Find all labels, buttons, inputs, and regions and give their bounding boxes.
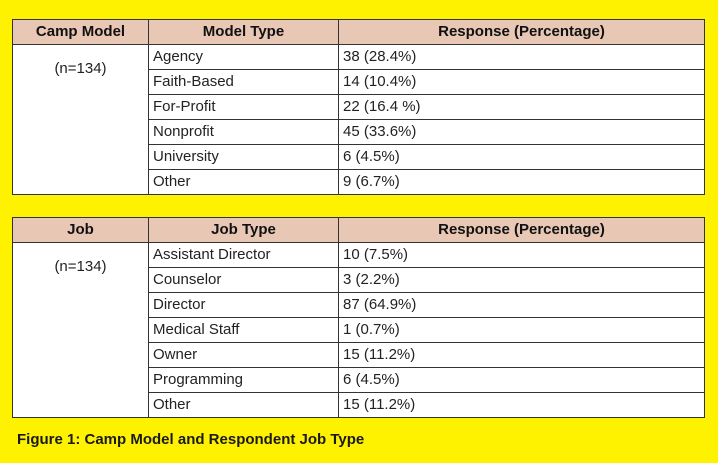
type-cell: University — [148, 144, 339, 170]
type-cell: Director — [148, 292, 339, 318]
table-row: University 6 (4.5%) — [13, 144, 705, 170]
response-cell: 38 (28.4%) — [338, 44, 705, 70]
table-row: Director 87 (64.9%) — [13, 292, 705, 318]
table-row: Counselor 3 (2.2%) — [13, 267, 705, 293]
column-header: Job Type — [148, 217, 339, 243]
table-row: Other 15 (11.2%) — [13, 392, 705, 418]
table-row: Faith-Based 14 (10.4%) — [13, 69, 705, 95]
response-cell: 9 (6.7%) — [338, 169, 705, 195]
response-cell: 3 (2.2%) — [338, 267, 705, 293]
response-cell: 45 (33.6%) — [338, 119, 705, 145]
response-cell: 15 (11.2%) — [338, 342, 705, 368]
type-cell: Programming — [148, 367, 339, 393]
table-row: Medical Staff 1 (0.7%) — [13, 317, 705, 343]
type-cell: Agency — [148, 44, 339, 70]
response-cell: 87 (64.9%) — [338, 292, 705, 318]
response-cell: 6 (4.5%) — [338, 144, 705, 170]
table-header-row: Camp Model Model Type Response (Percenta… — [12, 19, 705, 45]
table-header-row: Job Job Type Response (Percentage) — [12, 217, 705, 243]
response-cell: 10 (7.5%) — [338, 242, 705, 268]
figure-caption: Figure 1: Camp Model and Respondent Job … — [17, 431, 365, 448]
type-cell: Assistant Director — [148, 242, 339, 268]
type-cell: Other — [148, 392, 339, 418]
camp-model-table: Camp Model Model Type Response (Percenta… — [12, 19, 705, 195]
column-header: Camp Model — [12, 19, 149, 45]
column-header: Model Type — [148, 19, 339, 45]
column-header: Job — [12, 217, 149, 243]
type-cell: Other — [148, 169, 339, 195]
table-row: (n=134) Assistant Director 10 (7.5%) — [12, 242, 705, 418]
job-type-table: Job Job Type Response (Percentage) (n=13… — [12, 217, 705, 418]
column-header: Response (Percentage) — [338, 217, 705, 243]
response-cell: 14 (10.4%) — [338, 69, 705, 95]
sample-size-cell: (n=134) — [12, 44, 149, 195]
column-header: Response (Percentage) — [338, 19, 705, 45]
type-cell: Owner — [148, 342, 339, 368]
table-row: For-Profit 22 (16.4 %) — [13, 94, 705, 120]
response-cell: 6 (4.5%) — [338, 367, 705, 393]
response-cell: 15 (11.2%) — [338, 392, 705, 418]
type-cell: For-Profit — [148, 94, 339, 120]
response-cell: 22 (16.4 %) — [338, 94, 705, 120]
table-row: Nonprofit 45 (33.6%) — [13, 119, 705, 145]
response-cell: 1 (0.7%) — [338, 317, 705, 343]
type-cell: Counselor — [148, 267, 339, 293]
type-cell: Faith-Based — [148, 69, 339, 95]
type-cell: Medical Staff — [148, 317, 339, 343]
table-row: Other 9 (6.7%) — [13, 169, 705, 195]
table-row: (n=134) Agency 38 (28.4%) — [12, 44, 705, 195]
table-row: Programming 6 (4.5%) — [13, 367, 705, 393]
type-cell: Nonprofit — [148, 119, 339, 145]
sample-size-cell: (n=134) — [12, 242, 149, 418]
